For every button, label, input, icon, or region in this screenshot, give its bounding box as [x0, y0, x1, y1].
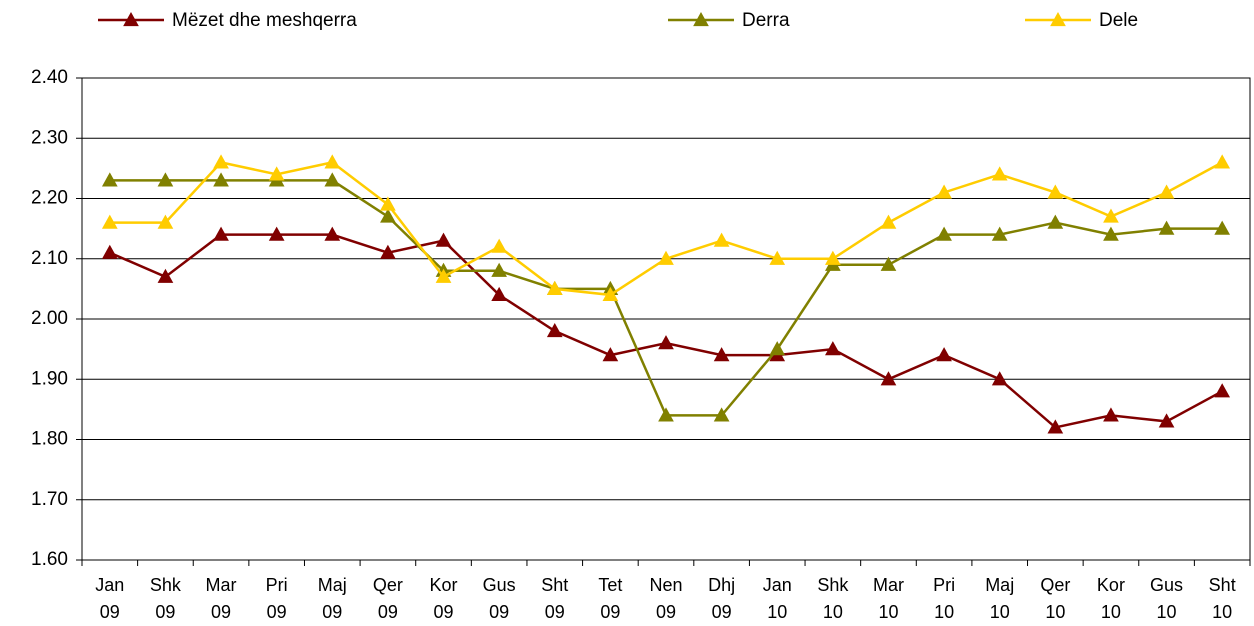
data-marker: [991, 166, 1008, 181]
data-marker: [1047, 184, 1064, 199]
data-marker: [268, 226, 285, 241]
data-marker: [324, 226, 341, 241]
data-marker: [1158, 413, 1175, 428]
legend-label: Dele: [1099, 10, 1138, 31]
data-marker: [157, 172, 174, 187]
y-tick-label: 2.00: [31, 308, 68, 329]
x-tick-label: Maj 10: [985, 575, 1015, 622]
x-tick-label: Jan 09: [95, 575, 125, 622]
data-marker: [213, 154, 229, 169]
y-tick-label: 1.70: [31, 489, 68, 510]
y-tick-label: 2.30: [31, 127, 68, 148]
x-tick-label: Kor 09: [429, 575, 458, 622]
plot-frame: [81, 77, 1251, 561]
data-marker: [936, 226, 952, 241]
data-marker: [101, 214, 118, 229]
data-marker: [713, 232, 730, 247]
legend-marker: [123, 11, 139, 27]
legend-marker: [693, 11, 709, 27]
data-marker: [324, 154, 341, 169]
legend-label: Mëzet dhe meshqerra: [172, 10, 357, 31]
data-marker: [1214, 220, 1231, 235]
data-marker: [380, 196, 396, 211]
data-marker: [880, 371, 897, 386]
data-marker: [713, 347, 730, 362]
x-tick-label: Kor 10: [1096, 575, 1125, 622]
data-marker: [880, 214, 897, 229]
data-marker: [101, 244, 118, 259]
data-marker: [213, 226, 229, 241]
data-marker: [491, 262, 507, 277]
data-marker: [435, 232, 452, 247]
data-marker: [324, 172, 341, 187]
data-marker: [658, 335, 674, 350]
data-marker: [213, 172, 229, 187]
data-marker: [936, 347, 952, 362]
data-marker: [546, 323, 563, 338]
x-tick-label: Jan 10: [762, 575, 792, 622]
x-tick-label: Mar 10: [872, 575, 904, 622]
data-marker: [435, 268, 452, 283]
x-tick-label: Tet 09: [598, 575, 623, 622]
data-marker: [602, 347, 619, 362]
x-tick-label: Gus 10: [1150, 575, 1184, 622]
data-marker: [380, 244, 396, 259]
data-marker: [491, 286, 507, 301]
data-marker: [825, 250, 841, 265]
data-marker: [658, 250, 674, 265]
data-marker: [991, 371, 1008, 386]
y-tick-label: 1.90: [31, 368, 68, 389]
x-tick-label: Shk 09: [149, 575, 181, 622]
data-marker: [101, 172, 118, 187]
y-tick-label: 2.20: [31, 188, 68, 209]
data-marker: [991, 226, 1008, 241]
legend-label: Derra: [742, 10, 790, 31]
data-marker: [602, 286, 619, 301]
data-marker: [157, 268, 174, 283]
x-tick-label: Dhj 09: [708, 575, 736, 622]
data-marker: [769, 341, 786, 356]
data-marker: [1158, 184, 1175, 199]
data-marker: [1103, 407, 1119, 422]
x-tick-label: Nen 09: [649, 575, 683, 622]
x-tick-label: Pri 10: [933, 575, 956, 622]
data-marker: [1103, 226, 1119, 241]
data-marker: [1214, 383, 1231, 398]
data-marker: [825, 341, 841, 356]
y-tick-label: 1.80: [31, 429, 68, 450]
x-tick-label: Sht 10: [1208, 575, 1236, 622]
data-marker: [380, 208, 396, 223]
data-marker: [491, 238, 507, 253]
data-marker: [1047, 419, 1064, 434]
legend-marker: [1050, 11, 1066, 27]
data-marker: [1103, 208, 1119, 223]
data-marker: [268, 166, 285, 181]
x-tick-label: Sht 09: [541, 575, 569, 622]
y-tick-label: 2.10: [31, 248, 68, 269]
data-marker: [1047, 214, 1064, 229]
data-marker: [936, 184, 952, 199]
x-tick-label: Shk 10: [817, 575, 849, 622]
data-marker: [658, 407, 674, 422]
data-marker: [880, 256, 897, 271]
x-tick-label: Mar 09: [205, 575, 237, 622]
data-marker: [546, 280, 563, 295]
x-tick-label: Pri 09: [265, 575, 288, 622]
data-marker: [1158, 220, 1175, 235]
data-marker: [1214, 154, 1231, 169]
data-marker: [769, 250, 786, 265]
y-tick-label: 1.60: [31, 549, 68, 570]
x-tick-label: Qer 10: [1040, 575, 1071, 622]
y-tick-label: 2.40: [31, 67, 68, 88]
x-tick-label: Maj 09: [317, 575, 347, 622]
data-marker: [157, 214, 174, 229]
x-tick-label: Gus 09: [482, 575, 516, 622]
x-tick-label: Qer 09: [372, 575, 403, 622]
data-marker: [713, 407, 730, 422]
